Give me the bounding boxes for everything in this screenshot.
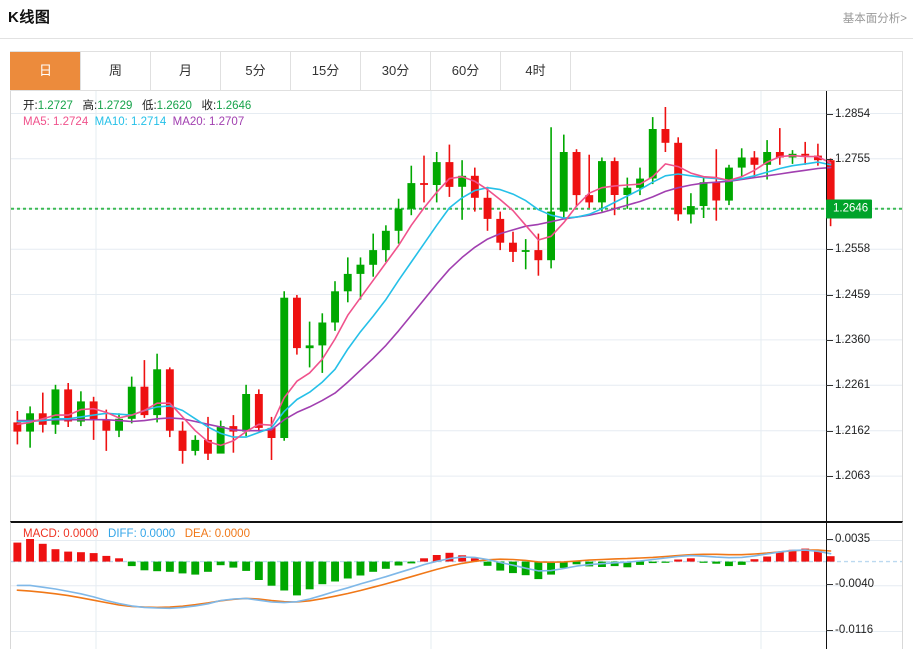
price-tick (826, 385, 833, 387)
open-value: 1.2727 (37, 100, 73, 112)
price-tick-label: 1.2755 (835, 152, 871, 165)
macd-tick (826, 629, 833, 631)
macd-tick (826, 583, 833, 585)
tab-8[interactable]: 4时 (500, 52, 570, 90)
high-label: 高: (82, 100, 98, 112)
close-label: 收: (201, 100, 217, 112)
macd-tick-label: 0.0035 (835, 532, 871, 545)
high-value: 1.2729 (97, 100, 133, 112)
price-tick-label: 1.2360 (835, 333, 871, 346)
price-axis: 1.2854 1.2755 1.2558 1.2459 1.2360 1.2261 1.21… (826, 91, 913, 521)
tab-3[interactable]: 月 (150, 52, 220, 90)
page-title: K线图 (8, 9, 51, 26)
price-tick-label: 1.2558 (835, 243, 871, 256)
header-divider (0, 38, 913, 39)
price-tick (826, 113, 833, 115)
macd-chart[interactable]: MACD: 0.0000 DIFF: 0.0000 DEA: 0.0000 (10, 521, 903, 649)
macd-legend: MACD: 0.0000 DIFF: 0.0000 DEA: 0.0000 (23, 528, 250, 540)
diff-value-label: DIFF: 0.0000 (108, 528, 176, 540)
price-tick (826, 158, 833, 160)
fundamental-analysis-link[interactable]: 基本面分析> (842, 13, 907, 25)
ohlc-legend: 开:1.2727 高:1.2729 低:1.2620 收:1.2646 MA5:… (23, 97, 251, 128)
macd-tick-label: -0.0116 (835, 623, 874, 636)
price-tick (826, 339, 833, 341)
close-value: 1.2646 (216, 100, 252, 112)
tabbar-filler (570, 52, 902, 90)
period-tabs: 日周月 5分 15分 30分 60分 4时 (10, 52, 902, 90)
price-chart[interactable]: 开:1.2727 高:1.2729 低:1.2620 收:1.2646 MA5:… (10, 91, 903, 521)
tab-5[interactable]: 15分 (290, 52, 360, 90)
ma10-legend: MA10: 1.2714 (94, 116, 167, 128)
price-tick (826, 476, 833, 478)
tab-4[interactable]: 5分 (220, 52, 290, 90)
macd-tick (826, 538, 833, 540)
price-tick (826, 249, 833, 251)
ma20-legend: MA20: 1.2707 (172, 116, 245, 128)
macd-axis-spine (826, 521, 827, 649)
price-tick-label: 1.2459 (835, 288, 871, 301)
price-tick (826, 430, 833, 432)
macd-chart-svg (11, 523, 902, 649)
page-header: K线图 基本面分析> (0, 0, 913, 38)
tab-1[interactable]: 日 (10, 52, 80, 90)
price-axis-spine (826, 91, 827, 521)
macd-value-label: MACD: 0.0000 (23, 528, 99, 540)
period-tabbar: 日周月 5分 15分 30分 60分 4时 (10, 51, 903, 91)
macd-tick-label: -0.0040 (835, 577, 875, 590)
open-label: 开: (23, 100, 38, 112)
ma5-legend: MA5: 1.2724 (23, 116, 89, 128)
tab-2[interactable]: 周 (80, 52, 150, 90)
current-price-badge: 1.2646 (826, 199, 873, 219)
price-tick (826, 294, 833, 296)
low-value: 1.2620 (156, 100, 192, 112)
price-tick-label: 1.2854 (835, 107, 871, 120)
tab-7[interactable]: 60分 (430, 52, 500, 90)
price-tick-label: 1.2063 (835, 470, 871, 483)
low-label: 低: (141, 100, 157, 112)
dea-value-label: DEA: 0.0000 (184, 528, 250, 540)
price-tick-label: 1.2162 (835, 424, 871, 437)
tab-6[interactable]: 30分 (360, 52, 430, 90)
price-chart-svg (11, 91, 902, 521)
macd-axis: 0.0035 -0.0040 -0.0116 (826, 521, 913, 649)
price-tick-label: 1.2261 (835, 379, 871, 392)
